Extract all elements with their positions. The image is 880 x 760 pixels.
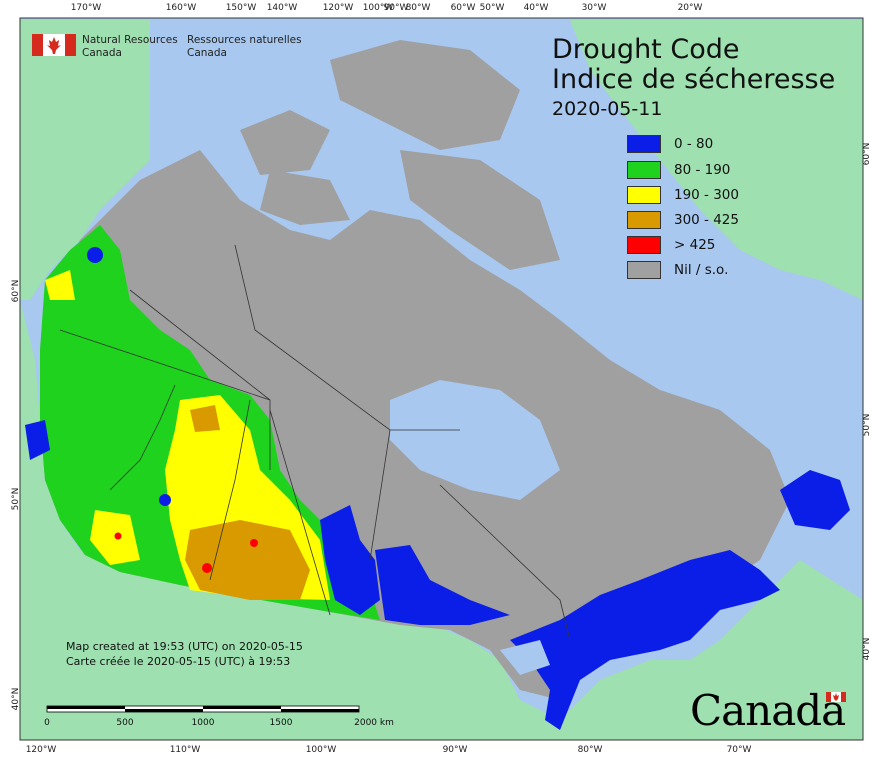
drought-zone-300-425 [190,405,220,432]
hudson-bay [390,380,560,500]
drought-zone-190-300 [45,270,75,300]
baffin-island [400,150,560,270]
graticule-label: 150°W [225,3,257,13]
drought-zone-over-425 [114,532,122,540]
legend-swatch [627,186,661,204]
drought-zone-0-80 [159,494,171,506]
legend-label: Nil / s.o. [674,262,729,278]
map-title-en: Drought Code [552,34,740,65]
agency-en-line2: Canada [82,47,122,59]
graticule-label: 90°W [383,3,409,13]
credit-line-fr: Carte créée le 2020-05-15 (UTC) à 19:53 [66,655,291,668]
graticule-label: 40°W [523,3,549,13]
arctic-island [240,110,330,175]
legend-label: 300 - 425 [674,212,739,228]
credit-line-en: Map created at 19:53 (UTC) on 2020-05-15 [66,640,303,653]
agency-fr-line1: Ressources naturelles [187,34,302,46]
agency-fr-line2: Canada [187,47,227,59]
drought-zone-over-425 [250,539,258,547]
graticule-label: 40°N [862,637,872,661]
agency-name-en: Natural Resources Canada [82,34,178,60]
drought-zone-0-80 [320,505,380,615]
graticule-label: 20°W [677,3,703,13]
canada-wordmark: Canada [690,686,846,735]
scale-label: 0 [44,718,50,728]
graticule-label: 100°W [305,745,337,755]
alaska-land [20,20,150,300]
arctic-island [260,170,350,225]
great-lakes [500,640,550,675]
arctic-island [330,40,520,150]
graticule-label: 140°W [266,3,298,13]
graticule-label: 80°W [405,3,431,13]
graticule-label: 120°W [322,3,354,13]
provincial-boundaries [59,244,571,641]
drought-zone-300-425 [185,520,310,600]
drought-zone-0-80 [87,247,103,263]
graticule-label: 80°W [577,745,603,755]
wordmark-flag-icon [826,692,846,702]
legend-item: 80 - 190 [627,160,730,180]
greenland-land [570,20,863,300]
legend-swatch [627,261,661,279]
drought-zone-0-80 [510,550,780,730]
drought-zone-0-80 [780,470,850,530]
drought-zone-0-80 [25,420,50,460]
legend-label: 190 - 300 [674,187,739,203]
legend-item: > 425 [627,235,715,255]
canada-flag-icon [32,34,76,56]
graticule-label: 30°W [581,3,607,13]
graticule-label: 120°W [25,745,57,755]
legend-swatch [627,161,661,179]
graticule-label: 40°N [11,687,21,711]
graticule-label: 60°N [862,142,872,166]
legend-item: 0 - 80 [627,134,713,154]
usa-land [20,300,863,740]
legend-swatch [627,211,661,229]
drought-zone-0-80 [375,545,510,625]
graticule-label: 50°W [479,3,505,13]
scale-label: 500 [116,718,134,728]
drought-zone-over-425 [202,563,212,573]
graticule-label: 170°W [70,3,102,13]
graticule-label: 110°W [169,745,201,755]
legend-item: Nil / s.o. [627,260,728,280]
map-title-fr: Indice de sécheresse [552,64,836,95]
legend-swatch [627,236,661,254]
graticule-label: 60°N [11,279,21,303]
agency-name-fr: Ressources naturelles Canada [187,34,302,60]
legend-item: 190 - 300 [627,185,739,205]
legend-swatch [627,135,661,153]
graticule-label: 60°W [450,3,476,13]
graticule-label: 90°W [442,745,468,755]
graticule-label: 50°N [862,413,872,437]
legend-label: 0 - 80 [674,136,714,152]
agency-en-line1: Natural Resources [82,34,178,46]
map-date: 2020-05-11 [552,98,663,120]
legend-label: 80 - 190 [674,162,731,178]
map-frame [19,17,864,741]
graticule-label: 160°W [165,3,197,13]
scale-bar [46,705,360,713]
scale-label: 2000 km [354,718,394,728]
legend-label: > 425 [674,237,716,253]
graticule-label: 100°W [362,3,394,13]
scale-label: 1500 [269,718,293,728]
legend-item: 300 - 425 [627,210,739,230]
graticule-label: 50°N [11,487,21,511]
graticule-label: 70°W [726,745,752,755]
scale-label: 1000 [191,718,215,728]
